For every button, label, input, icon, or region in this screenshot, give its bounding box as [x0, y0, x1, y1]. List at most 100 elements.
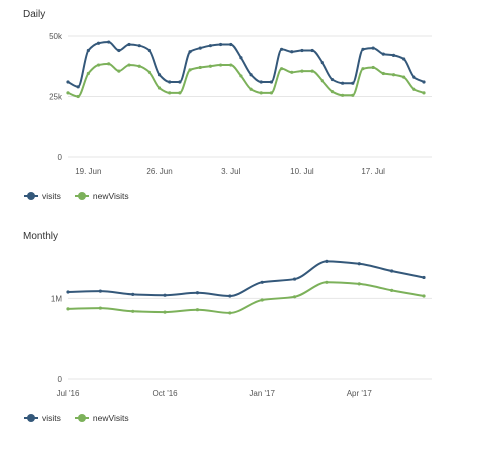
- monthly-point-visits[interactable]: [131, 292, 135, 296]
- daily-point-visits[interactable]: [218, 42, 223, 47]
- daily-point-newvisits[interactable]: [330, 90, 335, 94]
- daily-point-visits[interactable]: [107, 40, 111, 44]
- monthly-legend-visits[interactable]: visits: [24, 413, 61, 423]
- daily-point-newvisits[interactable]: [422, 91, 426, 95]
- daily-point-newvisits[interactable]: [269, 91, 274, 95]
- daily-point-visits[interactable]: [229, 42, 233, 47]
- daily-point-newvisits[interactable]: [239, 74, 243, 78]
- daily-point-visits[interactable]: [300, 48, 304, 53]
- daily-legend-visits[interactable]: visits: [24, 191, 61, 201]
- monthly-point-newvisits[interactable]: [292, 295, 297, 299]
- daily-point-visits[interactable]: [351, 81, 355, 85]
- daily-point-visits[interactable]: [86, 48, 90, 53]
- monthly-point-newvisits[interactable]: [390, 288, 394, 292]
- daily-point-visits[interactable]: [361, 47, 365, 51]
- daily-point-visits[interactable]: [249, 73, 253, 77]
- daily-point-visits[interactable]: [371, 46, 375, 50]
- daily-point-visits[interactable]: [117, 48, 121, 53]
- monthly-point-newvisits[interactable]: [98, 306, 102, 310]
- daily-point-visits[interactable]: [320, 61, 324, 65]
- monthly-legend-newvisits[interactable]: newVisits: [74, 413, 129, 423]
- daily-point-newvisits[interactable]: [168, 91, 172, 95]
- daily-point-newvisits[interactable]: [208, 64, 212, 68]
- monthly-point-newvisits[interactable]: [260, 298, 264, 302]
- daily-point-newvisits[interactable]: [249, 87, 253, 91]
- daily-point-visits[interactable]: [280, 47, 284, 51]
- daily-point-newvisits[interactable]: [391, 73, 396, 77]
- daily-point-visits[interactable]: [157, 73, 162, 77]
- monthly-point-visits[interactable]: [98, 289, 102, 293]
- monthly-point-visits[interactable]: [390, 269, 394, 273]
- daily-point-newvisits[interactable]: [381, 71, 385, 76]
- daily-point-newvisits[interactable]: [290, 70, 294, 74]
- daily-point-newvisits[interactable]: [127, 63, 131, 67]
- daily-point-newvisits[interactable]: [341, 93, 345, 97]
- monthly-point-visits[interactable]: [325, 259, 329, 263]
- daily-point-newvisits[interactable]: [96, 63, 101, 67]
- daily-point-newvisits[interactable]: [198, 65, 202, 70]
- daily-point-visits[interactable]: [127, 42, 131, 47]
- daily-point-visits[interactable]: [208, 44, 212, 48]
- daily-point-visits[interactable]: [76, 85, 80, 89]
- monthly-point-visits[interactable]: [357, 262, 361, 266]
- daily-point-newvisits[interactable]: [412, 87, 416, 91]
- daily-point-newvisits[interactable]: [218, 63, 223, 67]
- monthly-point-visits[interactable]: [422, 275, 426, 280]
- daily-point-newvisits[interactable]: [178, 91, 182, 95]
- monthly-point-visits[interactable]: [228, 294, 232, 298]
- monthly-series-line-newvisits[interactable]: [67, 281, 425, 314]
- daily-point-visits[interactable]: [391, 53, 396, 57]
- daily-point-visits[interactable]: [422, 80, 426, 84]
- daily-point-newvisits[interactable]: [320, 79, 324, 83]
- daily-point-newvisits[interactable]: [259, 91, 263, 95]
- daily-point-newvisits[interactable]: [66, 91, 70, 95]
- daily-point-visits[interactable]: [147, 48, 151, 53]
- daily-point-newvisits[interactable]: [300, 69, 304, 73]
- monthly-point-visits[interactable]: [163, 293, 167, 297]
- daily-point-visits[interactable]: [310, 48, 314, 53]
- daily-point-newvisits[interactable]: [117, 69, 121, 73]
- daily-point-visits[interactable]: [341, 81, 345, 85]
- daily-point-newvisits[interactable]: [371, 65, 375, 70]
- daily-point-visits[interactable]: [188, 50, 192, 54]
- daily-point-visits[interactable]: [198, 46, 202, 50]
- monthly-series-line-visits[interactable]: [67, 260, 425, 297]
- monthly-point-newvisits[interactable]: [357, 282, 361, 286]
- daily-series-line-visits[interactable]: [67, 41, 425, 88]
- daily-point-newvisits[interactable]: [107, 62, 111, 66]
- monthly-point-visits[interactable]: [66, 290, 70, 294]
- monthly-point-visits[interactable]: [260, 280, 264, 284]
- daily-point-newvisits[interactable]: [310, 69, 314, 73]
- daily-point-newvisits[interactable]: [361, 67, 365, 71]
- daily-point-newvisits[interactable]: [147, 70, 151, 74]
- daily-point-visits[interactable]: [259, 80, 263, 84]
- daily-point-visits[interactable]: [239, 56, 243, 60]
- daily-point-newvisits[interactable]: [137, 64, 141, 68]
- monthly-point-newvisits[interactable]: [131, 309, 135, 313]
- daily-point-newvisits[interactable]: [76, 94, 80, 99]
- daily-legend-newvisits[interactable]: newVisits: [74, 191, 129, 201]
- monthly-point-newvisits[interactable]: [195, 308, 200, 312]
- daily-point-visits[interactable]: [412, 75, 416, 79]
- daily-point-visits[interactable]: [330, 77, 335, 82]
- daily-point-newvisits[interactable]: [351, 93, 355, 97]
- daily-point-visits[interactable]: [402, 57, 406, 61]
- monthly-point-newvisits[interactable]: [422, 294, 426, 298]
- monthly-point-visits[interactable]: [195, 291, 200, 295]
- daily-point-visits[interactable]: [290, 50, 294, 54]
- monthly-point-newvisits[interactable]: [66, 307, 70, 311]
- daily-point-visits[interactable]: [178, 80, 182, 84]
- daily-point-visits[interactable]: [96, 41, 101, 45]
- daily-point-newvisits[interactable]: [157, 86, 162, 90]
- daily-point-visits[interactable]: [381, 52, 385, 56]
- monthly-point-newvisits[interactable]: [325, 280, 329, 284]
- daily-point-newvisits[interactable]: [280, 67, 284, 71]
- daily-point-newvisits[interactable]: [402, 75, 406, 79]
- monthly-point-visits[interactable]: [292, 277, 297, 281]
- monthly-point-newvisits[interactable]: [228, 311, 232, 315]
- daily-point-newvisits[interactable]: [86, 71, 90, 76]
- daily-point-visits[interactable]: [137, 44, 141, 48]
- daily-point-visits[interactable]: [269, 80, 274, 84]
- monthly-point-newvisits[interactable]: [163, 310, 167, 314]
- daily-point-newvisits[interactable]: [188, 68, 192, 72]
